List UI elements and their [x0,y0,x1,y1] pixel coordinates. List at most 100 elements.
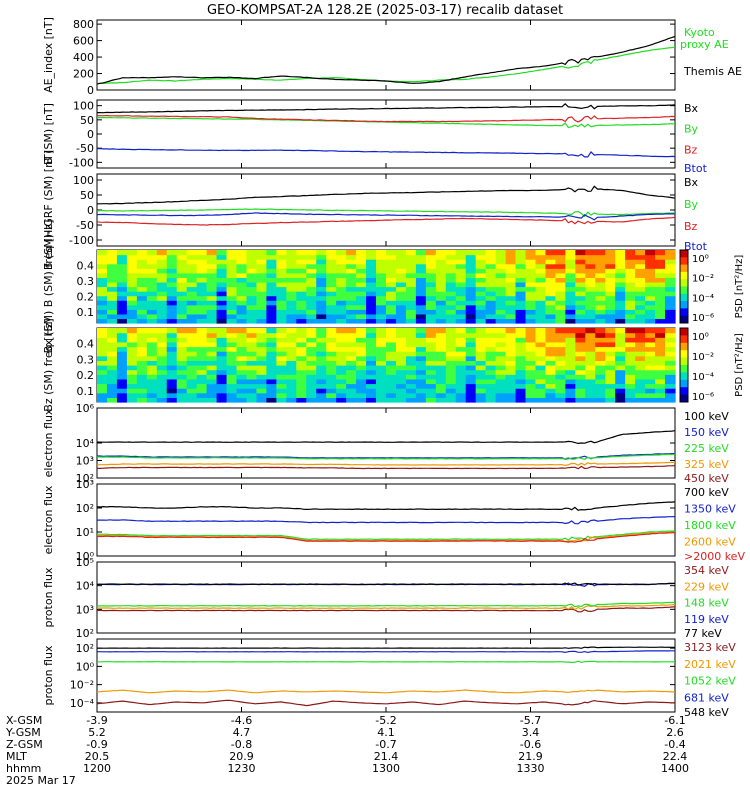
spectrogram-cell [236,360,248,366]
spectrogram-cell [156,286,168,292]
spectrogram-cell [97,281,108,288]
spectrogram-cell [156,383,168,389]
spectrogram-cell [136,378,148,385]
spectrogram-cell [126,383,138,389]
spectrogram-cell [376,328,387,334]
spectrogram-cell [306,304,317,310]
spectrogram-cell [296,337,307,343]
y-tick-label: 10² [76,627,94,640]
spectrogram-cell [236,378,248,385]
spectrogram-cell [326,374,337,380]
spectrogram-cell [196,254,208,260]
spectrogram-cell [356,259,367,265]
spectrogram-cell [575,337,586,343]
spectrogram-cell [415,259,427,265]
spectrogram-cell [196,383,208,389]
spectrogram-cell [455,272,467,278]
spectrogram-cell [495,351,507,357]
spectrogram-cell [216,318,228,324]
spectrogram-cell [366,250,377,256]
spectrogram-cell [635,388,646,394]
spectrogram-cell [415,355,427,361]
spectrogram-cell [535,304,547,310]
spectrogram-cell [595,304,606,310]
spectrogram-cell [475,272,487,278]
spectrogram-cell [585,272,596,278]
spectrogram-cell [415,328,427,334]
spectrogram-cell [425,397,437,403]
panel-frame [96,99,676,169]
spectrogram-cell [405,355,417,361]
spectrogram-cell [395,277,407,283]
spectrogram-cell [216,346,228,352]
spectrogram-cell [405,291,417,297]
spectrogram-cell [545,378,557,385]
spectrogram-cell [276,332,287,338]
spectrogram-cell [126,328,138,334]
spectrogram-cell [146,397,158,403]
spectrogram-cell [296,388,307,394]
y-tick-label: 10³ [76,478,94,491]
spectrogram-cell [475,295,487,301]
spectrogram-cell [605,365,616,371]
spectrogram-cell [655,259,666,265]
spectrogram-cell [495,263,507,269]
spectrogram-cell [126,369,138,375]
spectrogram-cell [236,277,248,283]
y-axis-label: proton flux [42,645,55,705]
spectrogram-cell [296,272,307,278]
spectrogram-cell [465,383,477,389]
spectrogram-cell [136,304,148,310]
spectrogram-cell [455,360,467,366]
spectrogram-cell [445,286,457,292]
spectrogram-cell [106,346,118,352]
spectrogram-cell [296,355,307,361]
spectrogram-cell [565,328,576,334]
spectrogram-cell [97,318,108,324]
spectrogram-cell [615,313,626,320]
spectrogram-cell [575,309,586,315]
spectrogram-cell [346,309,357,315]
spectrogram-cell [176,351,188,357]
spectrogram-cell [405,272,417,278]
colorbar-segment [680,328,688,336]
spectrogram-cell [346,383,357,389]
spectrogram-cell [306,346,317,352]
spectrogram-cell [395,272,407,278]
spectrogram-cell [605,351,616,357]
spectrogram-cell [615,291,626,297]
spectrogram-cell [376,369,387,375]
spectrogram-cell [166,332,178,338]
panel-5: 0.40.30.20.1Bz (SM) freq [Hz] 10⁰10⁻²10⁻⁴… [42,318,745,411]
footer-value: 20.5 [85,750,110,763]
spectrogram-cell [585,351,596,357]
spectrogram-cell [495,272,507,278]
spectrogram-cell [156,355,168,361]
spectrogram-cell [665,328,676,334]
spectrogram-cell [346,295,357,301]
spectrogram-cell [415,388,427,394]
spectrogram-cell [575,383,586,389]
spectrogram-cell [276,346,287,352]
spectrogram-cell [106,332,118,338]
spectrogram-cell [425,337,437,343]
spectrogram-cell [146,341,158,348]
spectrogram-cell [595,397,606,403]
footer-value: -0.9 [86,738,107,751]
spectrogram-cell [445,313,457,320]
spectrogram-cell [186,250,198,256]
spectrogram-cell [555,277,566,283]
spectrogram-cell [286,355,297,361]
spectrogram-cell [216,378,228,385]
spectrogram-cell [326,365,337,371]
spectrogram-cell [286,281,297,288]
spectrogram-cell [435,378,447,385]
spectrogram-cell [565,397,576,403]
spectrogram-cell [356,254,367,260]
spectrogram-cell [246,383,258,389]
series-line-themisae [96,35,676,85]
spectrogram-cell [555,337,566,343]
